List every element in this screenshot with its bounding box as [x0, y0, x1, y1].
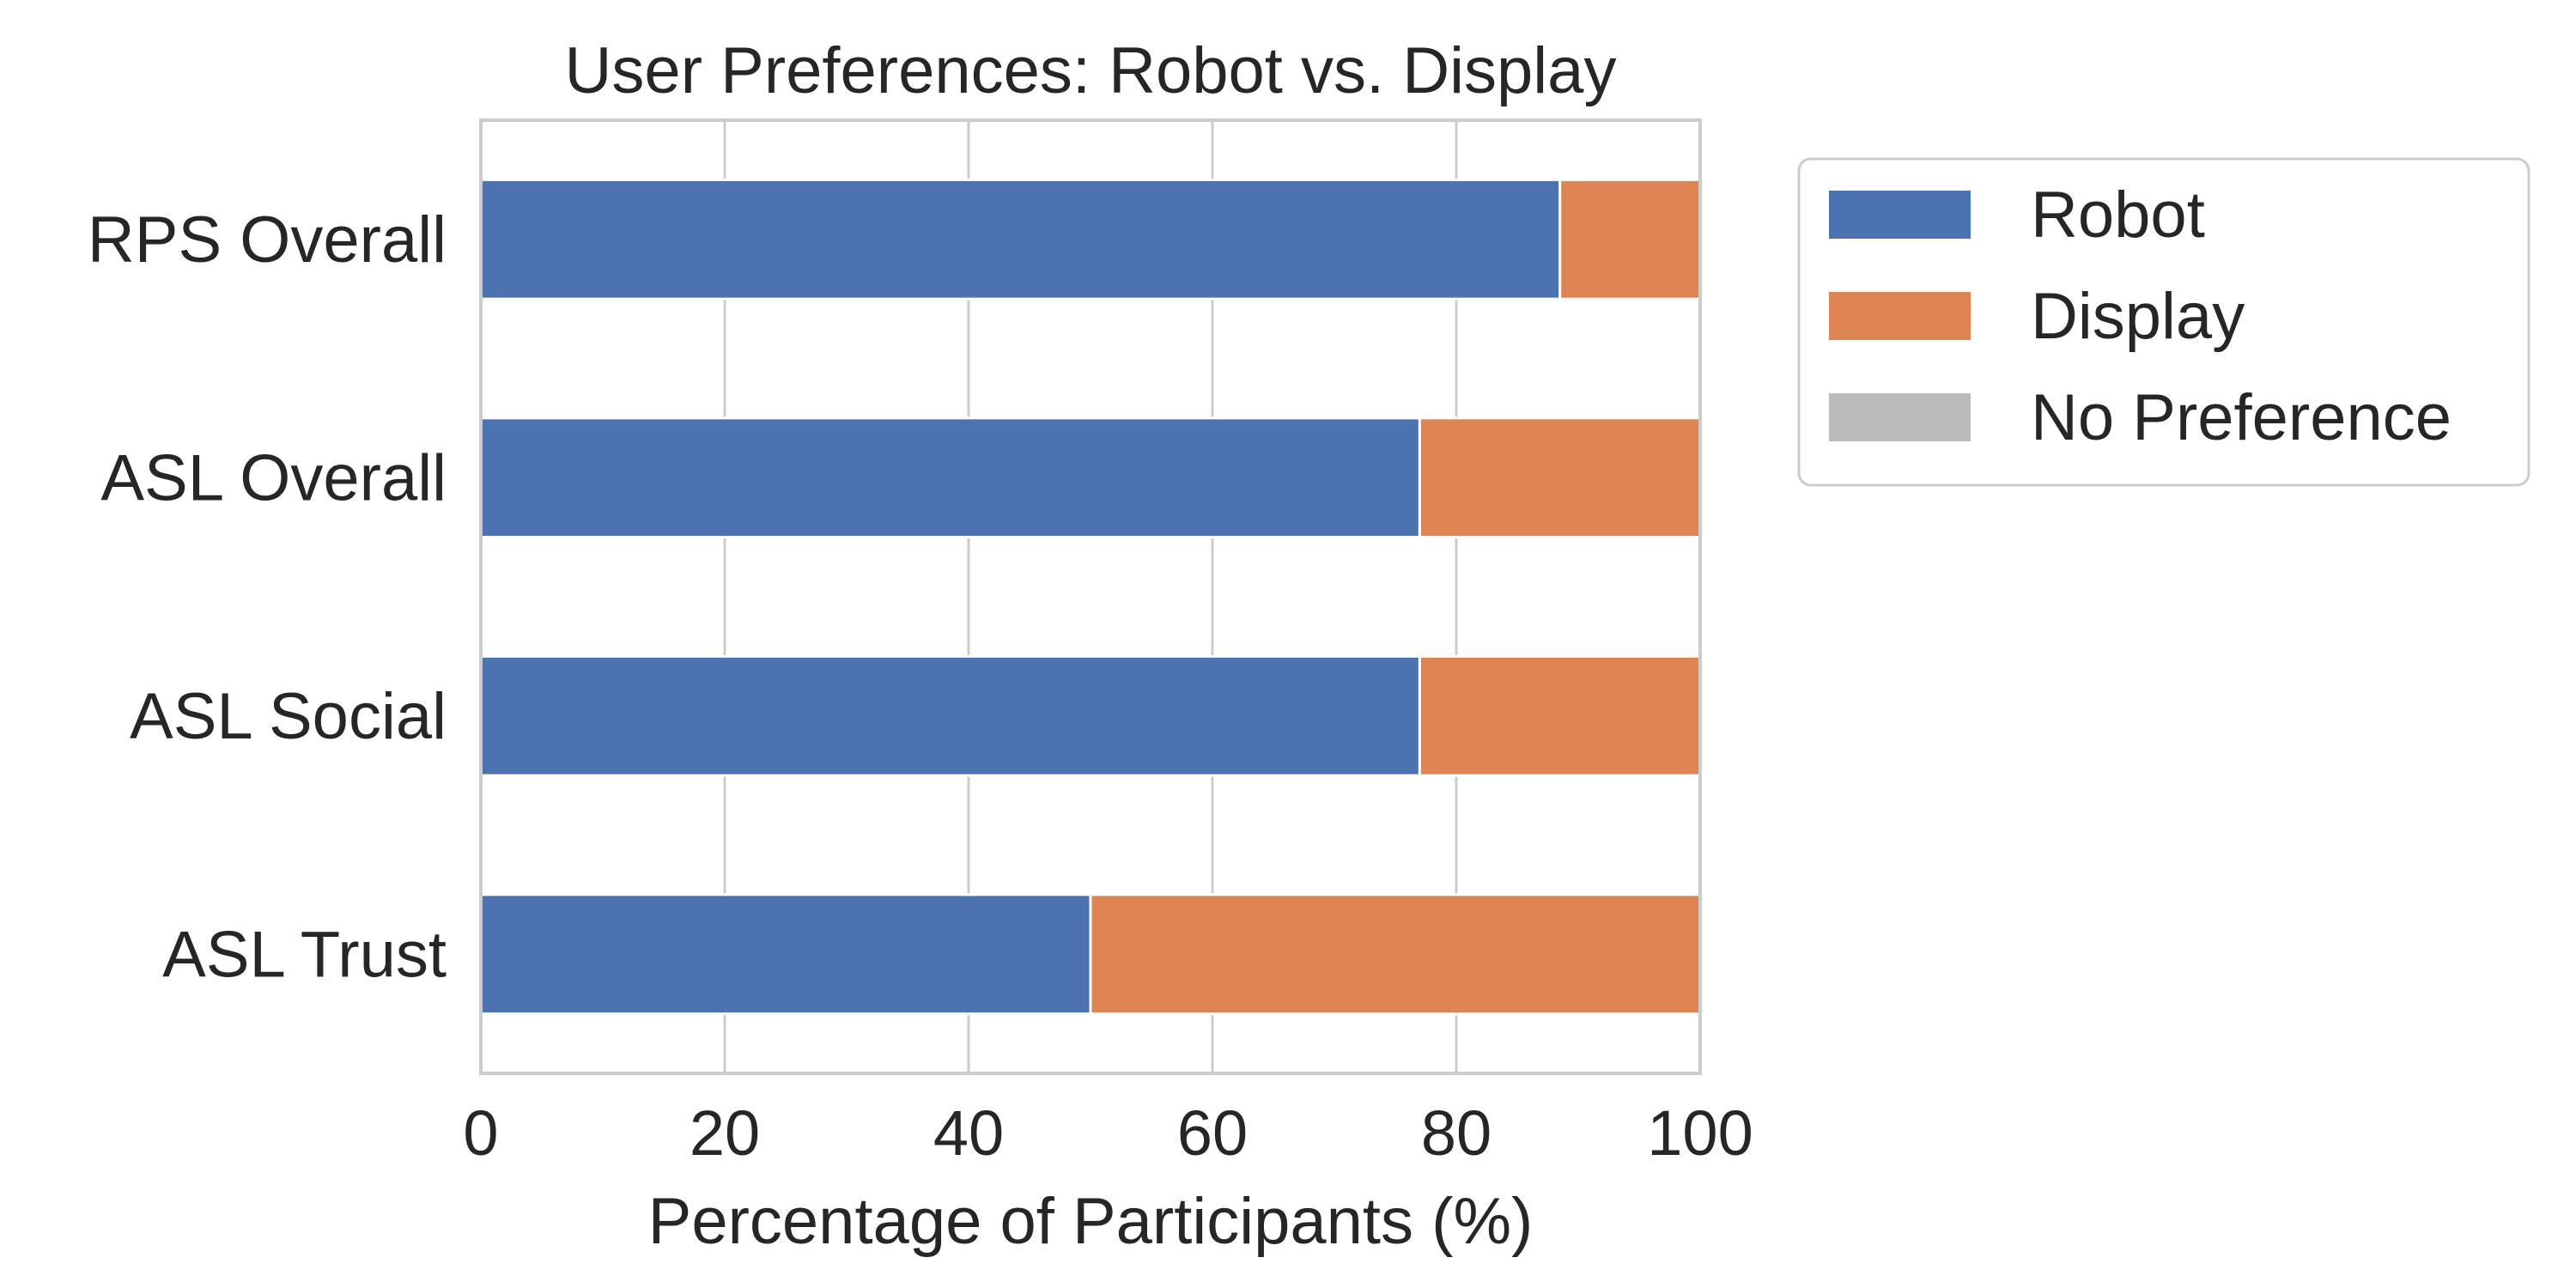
x-tick-label: 0	[463, 1097, 498, 1169]
x-tick-label: 20	[690, 1097, 760, 1169]
bar-robot	[479, 893, 1092, 1016]
bars	[479, 178, 1702, 1016]
y-tick-label: ASL Overall	[100, 441, 447, 514]
x-tick-label: 40	[933, 1097, 1004, 1169]
x-tick-label: 60	[1177, 1097, 1248, 1169]
plot-frame	[479, 118, 1702, 1075]
y-tick-label: ASL Social	[130, 680, 447, 753]
y-tick-label: RPS Overall	[88, 204, 447, 276]
legend-swatch	[1829, 292, 1971, 340]
bar-robot	[479, 178, 1562, 301]
x-axis-label: Percentage of Participants (%)	[648, 1185, 1534, 1258]
legend: Robot Display No Preference	[1797, 157, 2530, 487]
x-tick-label: 80	[1421, 1097, 1492, 1169]
legend-label: Robot	[2031, 179, 2205, 252]
legend-swatch	[1829, 393, 1971, 441]
bar-display	[1418, 654, 1702, 777]
legend-label: Display	[2031, 280, 2245, 353]
y-tick-label: ASL Trust	[162, 918, 447, 991]
y-tick-labels: RPS Overall ASL Overall ASL Social ASL Trus…	[88, 204, 447, 992]
x-tick-labels: 0 20 40 60 80 100	[463, 1097, 1753, 1169]
bar-display	[1089, 893, 1702, 1016]
bar-display	[1558, 178, 1702, 301]
x-tick-label: 100	[1647, 1097, 1753, 1169]
legend-swatch	[1829, 191, 1971, 239]
bar-robot	[479, 416, 1421, 539]
legend-frame	[1797, 157, 2530, 487]
bar-robot	[479, 654, 1421, 777]
legend-label: No Preference	[2031, 381, 2451, 454]
bar-display	[1418, 416, 1702, 539]
chart-title: User Preferences: Robot vs. Display	[565, 34, 1617, 107]
